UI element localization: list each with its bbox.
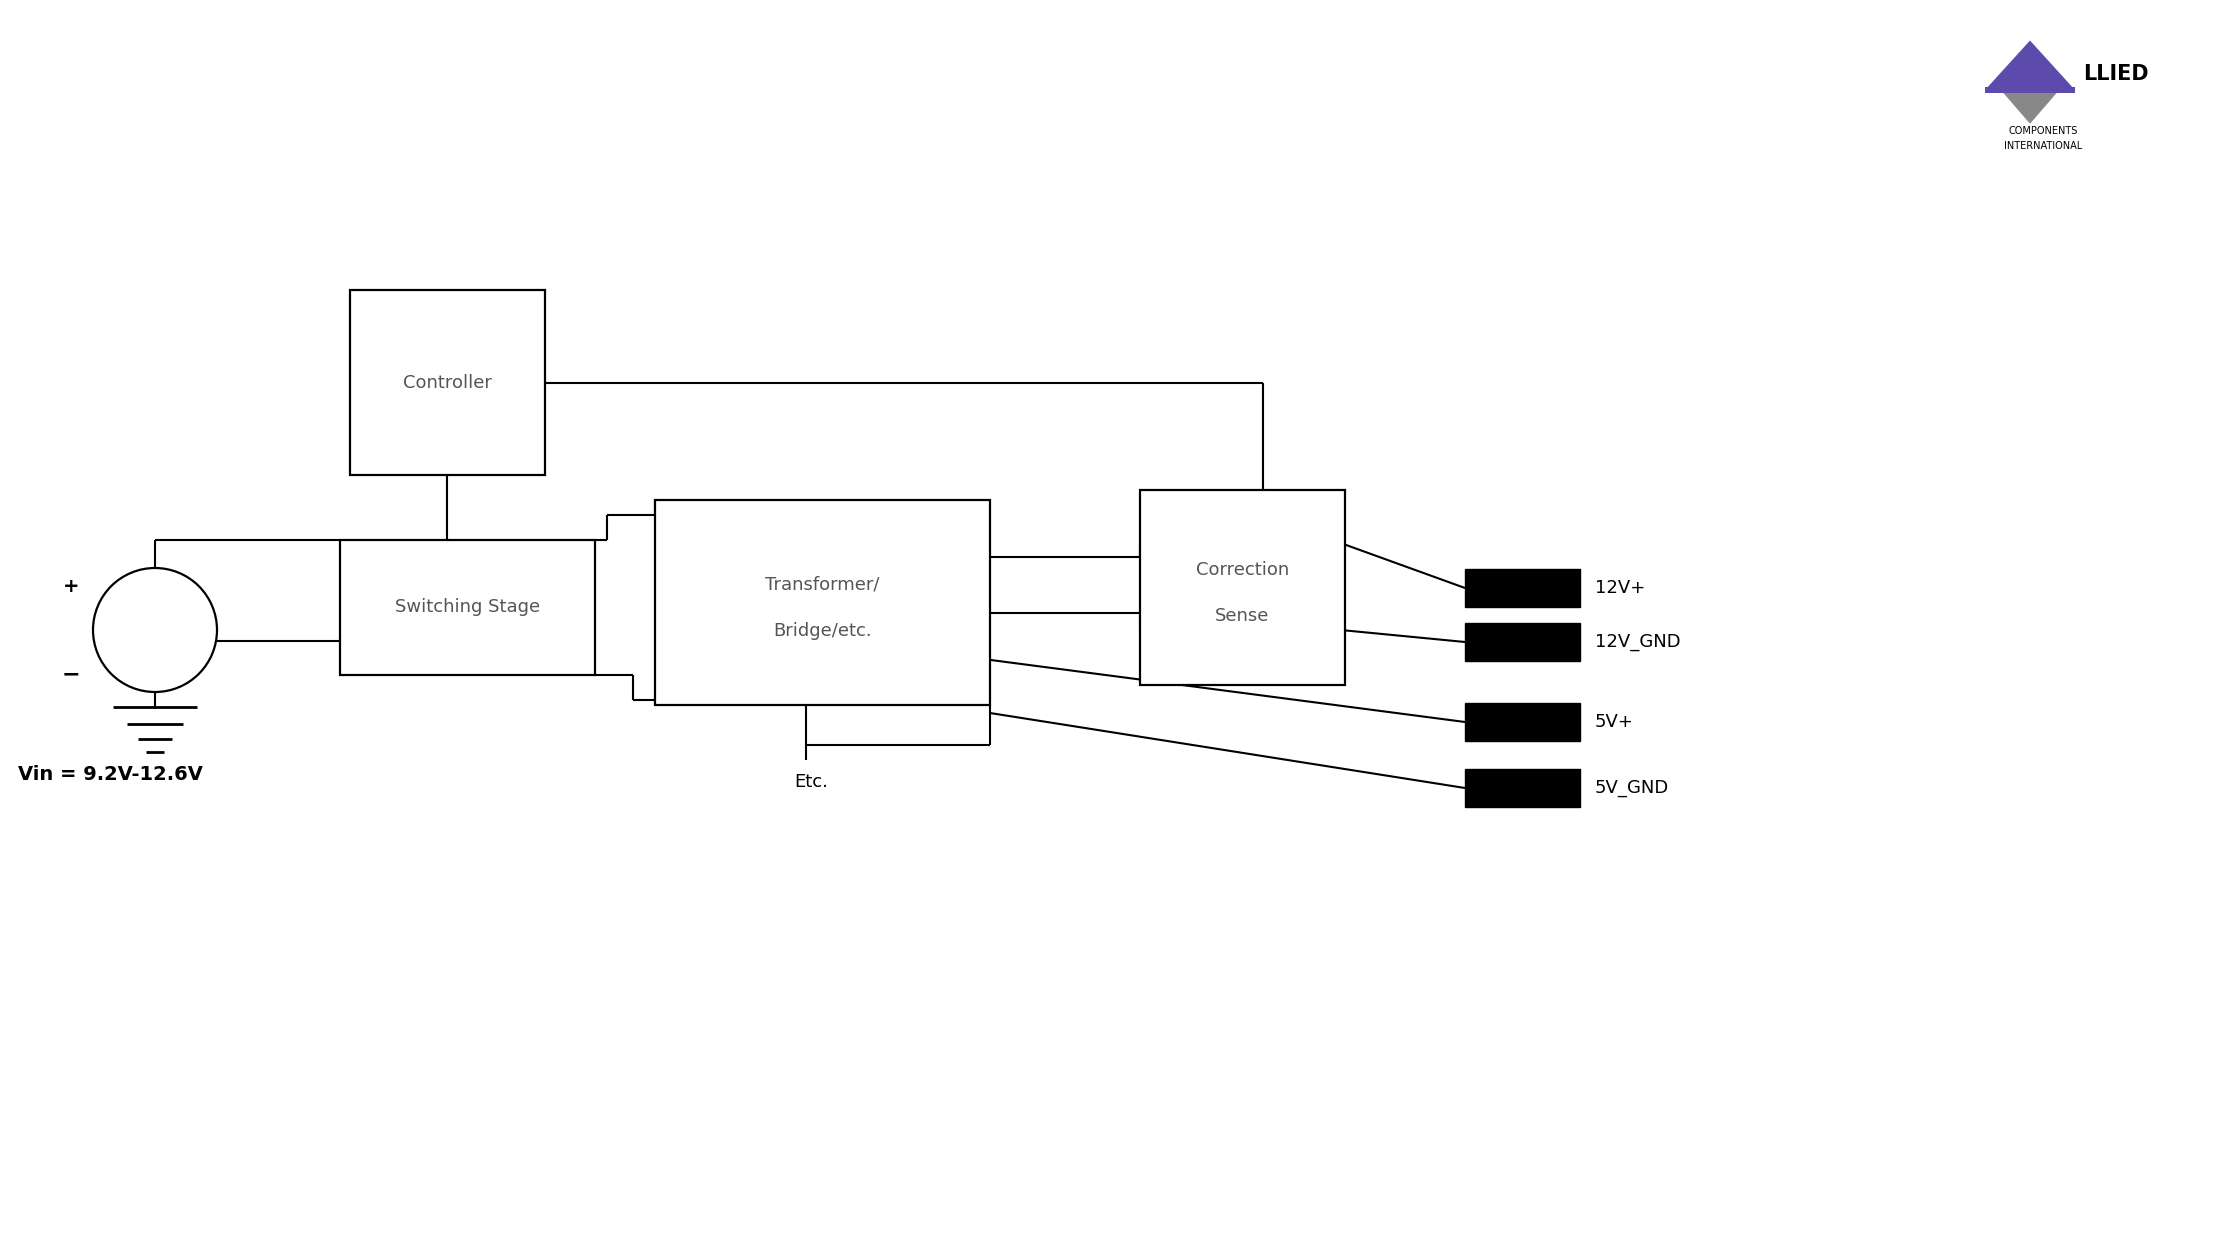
Bar [1985, 87, 2074, 93]
Bar [1465, 703, 1579, 741]
Bar [1465, 769, 1579, 806]
Circle shape [94, 568, 217, 692]
Text: COMPONENTS: COMPONENTS [2009, 126, 2079, 136]
Text: 5V+: 5V+ [1595, 713, 1633, 731]
Text: Vin = 9.2V-12.6V: Vin = 9.2V-12.6V [18, 766, 204, 785]
Bar [654, 500, 990, 706]
Text: A: A [2020, 62, 2041, 86]
Text: Etc.: Etc. [793, 772, 829, 791]
Text: 12V_GND: 12V_GND [1595, 633, 1680, 651]
Text: Sense: Sense [1216, 606, 1270, 625]
Text: +: + [63, 577, 78, 596]
Text: 12V+: 12V+ [1595, 580, 1644, 597]
Text: −: − [63, 664, 81, 684]
Polygon shape [2000, 89, 2059, 123]
Bar [349, 290, 544, 475]
Bar [1465, 570, 1579, 607]
Text: 5V_GND: 5V_GND [1595, 779, 1669, 798]
Text: INTERNATIONAL: INTERNATIONAL [2005, 141, 2083, 151]
Bar [1465, 622, 1579, 662]
Text: LLIED: LLIED [2083, 64, 2148, 84]
Bar [340, 541, 596, 675]
Text: Bridge/etc.: Bridge/etc. [773, 621, 871, 640]
Text: Switching Stage: Switching Stage [394, 598, 540, 616]
Polygon shape [1985, 40, 2074, 89]
Text: Transformer/: Transformer/ [766, 576, 880, 593]
Bar [1140, 490, 1344, 685]
Text: Controller: Controller [403, 373, 493, 392]
Text: Correction: Correction [1196, 561, 1290, 578]
